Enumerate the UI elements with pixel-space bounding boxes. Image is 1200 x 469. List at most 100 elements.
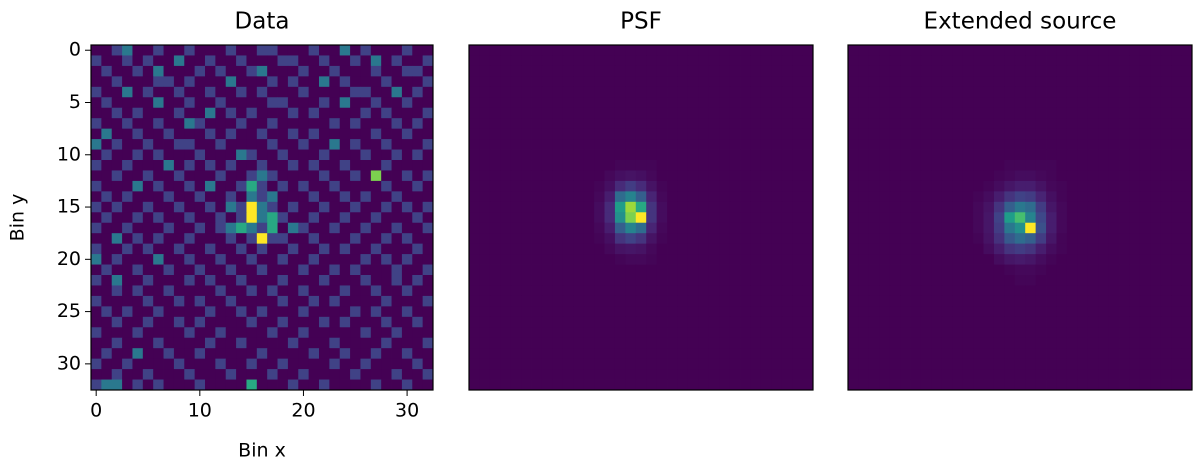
cell: [298, 76, 310, 88]
cell: [329, 139, 341, 150]
cell: [339, 243, 351, 255]
cell: [469, 86, 480, 98]
cell: [319, 139, 330, 150]
cell: [360, 348, 372, 360]
cell: [625, 327, 637, 339]
cell: [422, 128, 434, 140]
cell: [552, 201, 564, 213]
cell: [848, 128, 859, 140]
cell: [91, 369, 102, 380]
cell: [848, 65, 859, 77]
cell: [163, 369, 175, 380]
cell: [225, 76, 237, 88]
cell: [941, 254, 953, 265]
cell: [1150, 86, 1162, 98]
cell: [931, 306, 943, 318]
cell: [489, 243, 501, 255]
cell: [329, 180, 341, 192]
cell: [479, 295, 491, 307]
cell: [868, 285, 880, 297]
cell: [614, 86, 626, 98]
cell: [771, 233, 783, 245]
cell: [1098, 170, 1110, 182]
cell: [677, 369, 689, 380]
cell: [719, 337, 731, 349]
cell: [319, 65, 330, 77]
cell: [667, 118, 678, 130]
cell: [184, 243, 196, 255]
cell: [667, 160, 678, 171]
cell: [267, 212, 278, 224]
cell: [740, 76, 751, 88]
cell: [1014, 233, 1026, 245]
cell: [1025, 316, 1037, 328]
cell: [1129, 379, 1141, 391]
cell: [215, 233, 227, 245]
cell: [667, 212, 678, 224]
cell: [521, 233, 532, 245]
cell: [184, 201, 196, 213]
cell: [350, 222, 361, 234]
cell: [531, 285, 543, 297]
cell: [132, 180, 144, 192]
cell: [1108, 243, 1120, 255]
cell: [267, 201, 278, 213]
cell: [750, 128, 762, 140]
cell: [573, 264, 585, 276]
cell: [1181, 316, 1193, 328]
cell: [879, 160, 891, 171]
cell: [594, 233, 605, 245]
cell: [205, 254, 216, 265]
cell: [360, 45, 372, 56]
cell: [910, 285, 922, 297]
cell: [552, 337, 564, 349]
cell: [740, 306, 751, 318]
cell: [1025, 86, 1037, 98]
cell: [1171, 243, 1182, 255]
cell: [370, 128, 382, 140]
cell: [246, 337, 258, 349]
heatmap: [91, 45, 434, 391]
cell: [339, 316, 351, 328]
cell: [1035, 327, 1047, 339]
cell: [962, 118, 974, 130]
cell: [412, 348, 424, 360]
cell: [983, 170, 995, 182]
cell: [760, 233, 772, 245]
cell: [614, 149, 626, 161]
cell: [101, 97, 113, 109]
cell: [973, 358, 984, 370]
cell: [277, 76, 289, 88]
cell: [1108, 233, 1120, 245]
cell: [225, 86, 237, 98]
cell: [412, 118, 424, 130]
cell: [287, 45, 299, 56]
cell: [236, 222, 247, 234]
cell: [329, 45, 341, 56]
cell: [594, 160, 605, 171]
cell: [1004, 149, 1016, 161]
cell: [983, 316, 995, 328]
cell: [698, 160, 710, 171]
cell: [205, 316, 216, 328]
cell: [848, 306, 859, 318]
cell: [698, 128, 710, 140]
cell: [962, 86, 974, 98]
cell: [625, 180, 637, 192]
cell: [848, 118, 859, 130]
cell: [142, 149, 154, 161]
cell: [360, 65, 372, 77]
cell: [625, 65, 637, 77]
cell: [879, 86, 891, 98]
cell: [552, 306, 564, 318]
cell: [1150, 337, 1162, 349]
cell: [646, 233, 658, 245]
cell: [1046, 379, 1057, 391]
cell: [1035, 180, 1047, 192]
cell: [583, 348, 595, 360]
cell: [1139, 358, 1151, 370]
cell: [277, 285, 289, 297]
cell: [698, 118, 710, 130]
cell: [422, 201, 434, 213]
cell: [900, 358, 911, 370]
